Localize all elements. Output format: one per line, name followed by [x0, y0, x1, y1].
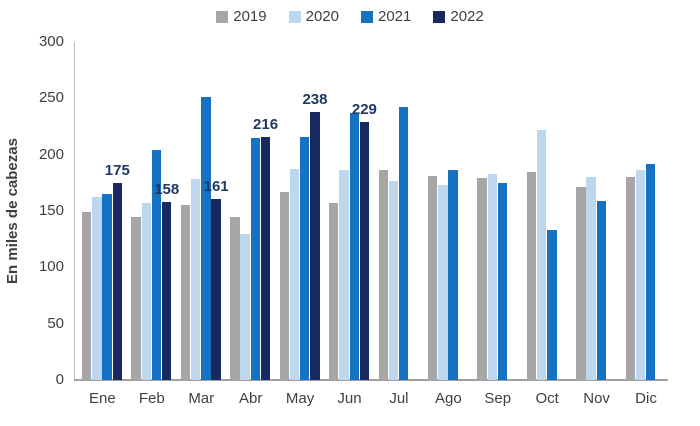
y-axis-line	[74, 42, 75, 380]
x-axis-label-feb: Feb	[138, 390, 165, 407]
bar-2021-abr	[250, 137, 261, 380]
bar-2021-ago	[448, 170, 458, 380]
legend-label: 2019	[233, 8, 267, 25]
bar-2021-nov	[596, 200, 606, 380]
bar-2020-jul	[388, 180, 399, 380]
value-label-abr: 216	[253, 115, 279, 133]
bar-2020-ene	[92, 197, 102, 380]
y-tick-label: 50	[47, 314, 64, 332]
bar-2019-oct	[526, 171, 537, 380]
legend-swatch-icon	[433, 10, 446, 23]
bar-2021-jun	[349, 112, 359, 380]
legend-swatch-icon	[361, 10, 373, 23]
y-tick-label: 0	[55, 371, 64, 388]
bar-2020-nov	[586, 177, 596, 380]
value-label-mar: 161	[203, 177, 229, 195]
bar-2020-may	[289, 169, 300, 380]
y-tick-label: 150	[38, 202, 64, 219]
x-axis-label-jun: Jun	[337, 390, 362, 407]
bar-2022-jun	[359, 121, 370, 380]
bar-2019-abr	[230, 216, 240, 380]
bar-2021-sep	[497, 182, 508, 380]
x-axis-label-oct: Oct	[535, 390, 559, 407]
bar-2020-dic	[635, 170, 646, 380]
bar-2019-sep	[477, 178, 487, 380]
bar-2021-oct	[547, 230, 557, 380]
value-label-may: 238	[302, 90, 328, 108]
bar-2020-mar	[191, 179, 201, 380]
bar-2021-jul	[398, 107, 409, 380]
bar-2020-oct	[536, 129, 547, 380]
y-tick-label: 100	[38, 258, 64, 276]
bar-2021-may	[300, 136, 310, 380]
bar-2022-mar	[211, 198, 221, 380]
bar-2019-nov	[576, 187, 586, 380]
bar-2021-feb	[151, 150, 162, 380]
x-axis-label-ene: Ene	[89, 390, 116, 407]
x-axis-label-dic: Dic	[635, 390, 657, 407]
legend-item-2021: 2021	[361, 8, 411, 25]
bar-2021-dic	[646, 163, 656, 380]
value-label-feb: 158	[154, 180, 180, 198]
bar-2022-feb	[162, 201, 172, 380]
x-axis-line	[74, 379, 668, 381]
x-axis-label-sep: Sep	[484, 390, 512, 407]
bar-2021-mar	[201, 97, 211, 380]
legend-label: 2021	[378, 8, 412, 25]
legend-swatch-icon	[216, 10, 229, 23]
x-axis-label-nov: Nov	[583, 390, 610, 407]
bar-2022-may	[310, 111, 320, 380]
bar-2022-ene	[112, 182, 122, 380]
legend-label: 2020	[305, 8, 339, 25]
x-axis-label-mar: Mar	[188, 390, 215, 407]
legend-label: 2022	[450, 8, 484, 25]
bar-2019-dic	[625, 177, 635, 380]
y-tick-label: 250	[38, 89, 64, 107]
bar-2020-jun	[339, 170, 349, 380]
bar-2020-abr	[240, 233, 250, 380]
bar-2020-sep	[487, 173, 497, 380]
bar-2020-feb	[141, 203, 151, 380]
legend-item-2022: 2022	[433, 8, 484, 25]
x-axis-label-ago: Ago	[434, 390, 462, 407]
bar-2019-jul	[378, 170, 388, 380]
bar-2019-mar	[180, 205, 191, 380]
y-tick-label: 300	[38, 33, 64, 50]
x-axis-label-jul: Jul	[389, 390, 409, 407]
bar-2022-abr	[260, 136, 271, 380]
x-axis-label-may: May	[285, 390, 315, 407]
legend-item-2020: 2020	[288, 8, 339, 25]
y-tick-label: 200	[38, 145, 64, 163]
bar-2019-jun	[329, 203, 339, 380]
legend-swatch-icon	[288, 10, 301, 23]
value-label-jun: 229	[351, 100, 377, 118]
bar-2019-ene	[82, 212, 92, 380]
bar-2021-ene	[102, 194, 112, 380]
value-label-ene: 175	[104, 161, 130, 179]
bar-2020-ago	[438, 185, 448, 380]
bar-2019-feb	[131, 216, 141, 380]
bar-2019-may	[279, 191, 290, 380]
bar-2019-ago	[427, 176, 438, 380]
legend: 2019 2020 2021 2022	[0, 8, 700, 25]
legend-item-2019: 2019	[216, 8, 267, 25]
x-axis-label-abr: Abr	[238, 390, 263, 407]
